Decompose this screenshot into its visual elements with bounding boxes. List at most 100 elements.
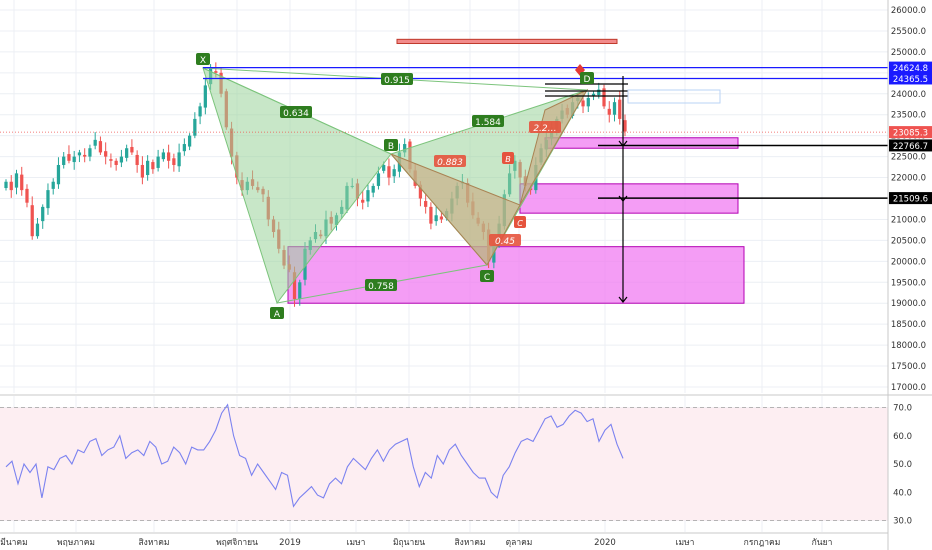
candle <box>62 152 66 169</box>
candle-body <box>67 154 71 161</box>
candle-body <box>151 162 155 170</box>
candle-body <box>612 102 617 115</box>
time-tick-label: สิงหาคม <box>454 538 485 548</box>
candle <box>25 184 29 208</box>
candle-body <box>591 93 596 96</box>
inner-point-bg <box>514 216 526 228</box>
candle <box>119 149 124 168</box>
annotations: X A B C D B C 0.634 0.758 1.584 0.915 0.883 0.45 2.2… <box>0 53 888 320</box>
price-tick-label: 17000.0 <box>891 383 926 393</box>
price-tick-label: 26000.0 <box>891 6 926 16</box>
candle <box>156 149 160 172</box>
candle-body <box>439 216 444 220</box>
point-label-text: A <box>274 310 281 320</box>
price-tag-text: 24624.8 <box>893 64 928 74</box>
candle-body <box>376 173 381 186</box>
price-tag-text: 22766.7 <box>893 142 928 152</box>
price-tick-label: 20000.0 <box>891 257 926 267</box>
candle <box>193 112 197 139</box>
time-tick-label: 2019 <box>279 538 301 548</box>
pattern-inner-shape-2 <box>519 88 589 206</box>
pattern-point-c: C <box>480 270 494 283</box>
candle <box>612 97 617 122</box>
inner-ratio-bg <box>434 155 466 167</box>
inner-point-bg <box>502 152 514 164</box>
candle <box>607 101 611 123</box>
candle-body <box>20 174 24 191</box>
candle <box>140 156 145 185</box>
candle-body <box>161 152 165 160</box>
candle <box>77 149 82 163</box>
point-label-bg <box>580 72 594 84</box>
point-label-text: C <box>484 273 490 283</box>
candle <box>182 138 186 156</box>
ratio-label-text: 0.915 <box>384 76 410 86</box>
candle <box>298 279 302 306</box>
candle <box>14 169 19 195</box>
candle <box>130 139 134 155</box>
candle-body <box>77 152 82 156</box>
candle <box>98 136 103 155</box>
candle <box>198 102 202 125</box>
candle-body <box>109 159 113 161</box>
candle-body <box>429 206 433 224</box>
ratio-label-text: 0.758 <box>368 282 394 292</box>
candle <box>366 184 370 208</box>
time-tick-label: มีนาคม <box>0 537 27 548</box>
candle <box>602 84 606 109</box>
price-tick-label: 18000.0 <box>891 341 926 351</box>
candle-body <box>193 118 197 136</box>
rsi-tick-label: 60.0 <box>893 432 912 442</box>
rsi-tick-label: 40.0 <box>893 488 912 498</box>
point-label-bg <box>384 139 398 151</box>
candle-body <box>41 206 45 222</box>
inner-ratio-text: 0.883 <box>437 158 463 168</box>
price-tick-label: 22000.0 <box>891 174 926 184</box>
pattern-point-d: D <box>580 72 594 85</box>
candle <box>135 150 139 173</box>
candle-body <box>298 282 302 300</box>
candle-body <box>214 71 218 73</box>
candle <box>177 143 181 172</box>
inner-ratio-label: 2.2… <box>529 121 561 134</box>
inner-point-c: C <box>514 216 526 228</box>
candle <box>161 148 165 162</box>
candle-body <box>586 97 590 107</box>
candle-body <box>403 144 407 153</box>
candle-body <box>581 100 585 107</box>
ratio-label-bg <box>280 106 312 118</box>
candle <box>203 77 207 115</box>
candle-body <box>382 164 386 171</box>
candle-body <box>371 185 375 193</box>
time-tick-label: กันยา <box>812 538 833 548</box>
ratio-label: 0.634 <box>280 106 312 119</box>
candle-body <box>72 156 76 163</box>
candle-body <box>187 135 192 147</box>
inner-ratio-bg <box>529 121 561 133</box>
rsi-pane <box>0 403 888 521</box>
candle-body <box>597 89 601 96</box>
inner-ratio-label: 0.45 <box>489 234 521 247</box>
candle-body <box>119 156 124 163</box>
candle <box>146 155 150 181</box>
candle <box>361 190 365 210</box>
pattern-point-b: B <box>384 139 398 152</box>
rsi-band <box>0 407 888 521</box>
candle <box>41 204 45 229</box>
price-tick-label: 23500.0 <box>891 111 926 121</box>
candle-body <box>93 139 97 146</box>
candle-body <box>602 88 606 107</box>
point-label-bg <box>270 307 284 319</box>
candle <box>392 164 396 184</box>
time-tick-label: มิถุนายน <box>393 538 425 548</box>
price-tag-text: 24365.5 <box>893 75 928 85</box>
candle-body <box>25 188 29 203</box>
arrow-head-2 <box>618 195 628 202</box>
arrow-head-1 <box>618 140 628 147</box>
candle <box>30 196 34 240</box>
price-tick-label: 24000.0 <box>891 90 926 100</box>
candle-body <box>607 108 611 115</box>
arrow-head-0 <box>618 296 628 303</box>
